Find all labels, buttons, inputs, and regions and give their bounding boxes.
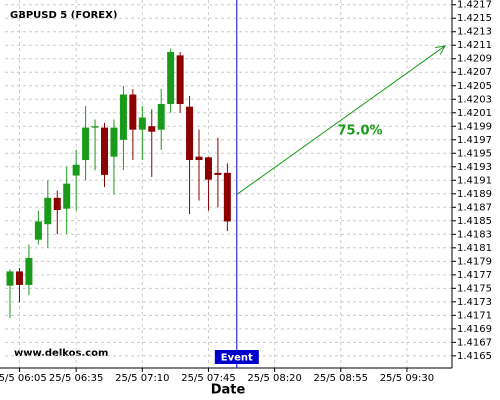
y-tick-label: 1.4189 bbox=[457, 189, 492, 200]
candle-body bbox=[119, 94, 127, 140]
candle-body bbox=[148, 126, 156, 132]
candle-body bbox=[63, 183, 71, 209]
candle-body bbox=[53, 197, 61, 210]
y-tick-label: 1.4195 bbox=[457, 148, 492, 159]
y-tick-label: 1.4211 bbox=[457, 40, 492, 51]
y-tick-label: 1.4165 bbox=[457, 351, 492, 362]
y-tick-label: 1.4207 bbox=[457, 67, 492, 78]
y-tick-label: 1.4197 bbox=[457, 135, 492, 146]
x-tick-label: 25/5 06:05 bbox=[0, 373, 47, 384]
y-tick-label: 1.4187 bbox=[457, 202, 492, 213]
y-tick-label: 1.4183 bbox=[457, 229, 492, 240]
event-box bbox=[214, 350, 259, 364]
event-label: Event bbox=[221, 353, 253, 364]
candle-body bbox=[176, 55, 184, 104]
y-tick-label: 1.4201 bbox=[457, 108, 492, 119]
y-tick-label: 1.4193 bbox=[457, 162, 492, 173]
y-tick-label: 1.4181 bbox=[457, 243, 492, 254]
y-tick-label: 1.4171 bbox=[457, 310, 492, 321]
y-tick-label: 1.4185 bbox=[457, 216, 492, 227]
y-tick-label: 1.4167 bbox=[457, 337, 492, 348]
candle-body bbox=[101, 127, 109, 175]
candle-body bbox=[44, 197, 52, 225]
forecast-label: 75.0% bbox=[337, 124, 382, 139]
forecast-arrow bbox=[236, 45, 446, 195]
candle-body bbox=[204, 157, 212, 180]
y-tick-label: 1.4203 bbox=[457, 94, 492, 105]
candle-body bbox=[15, 271, 23, 285]
candle-body bbox=[195, 156, 203, 161]
y-tick-label: 1.4205 bbox=[457, 81, 492, 92]
candle-body bbox=[167, 51, 175, 104]
candle-body bbox=[6, 271, 14, 286]
y-tick-label: 1.4217 bbox=[457, 0, 492, 11]
y-tick-label: 1.4173 bbox=[457, 297, 492, 308]
y-tick-label: 1.4213 bbox=[457, 27, 492, 38]
x-tick-label: 25/5 08:55 bbox=[314, 373, 368, 384]
x-axis-title: Date bbox=[211, 383, 246, 398]
arrow-head bbox=[435, 45, 446, 55]
candle-body bbox=[214, 172, 222, 175]
chart-title: GBPUSD 5 (FOREX) bbox=[10, 10, 117, 21]
y-tick-label: 1.4177 bbox=[457, 270, 492, 281]
x-tick-label: 25/5 08:20 bbox=[247, 373, 301, 384]
y-tick-label: 1.4169 bbox=[457, 324, 492, 335]
candle-body bbox=[25, 257, 33, 285]
y-tick-label: 1.4199 bbox=[457, 121, 492, 132]
x-tick-label: 25/5 09:30 bbox=[380, 373, 434, 384]
candle-body bbox=[138, 117, 146, 130]
candle-body bbox=[223, 172, 231, 222]
y-tick-label: 1.4179 bbox=[457, 256, 492, 267]
x-tick-label: 25/5 07:10 bbox=[115, 373, 169, 384]
y-tick-label: 1.4175 bbox=[457, 283, 492, 294]
candle-body bbox=[72, 164, 80, 176]
candle-body bbox=[129, 94, 137, 130]
x-tick-label: 25/5 07:45 bbox=[181, 373, 235, 384]
candle-body bbox=[82, 127, 90, 161]
y-tick-label: 1.4191 bbox=[457, 175, 492, 186]
watermark: www.delkos.com bbox=[14, 348, 108, 359]
candle-body bbox=[110, 127, 118, 157]
candle-body bbox=[157, 103, 165, 130]
y-tick-label: 1.4209 bbox=[457, 54, 492, 65]
x-tick-label: 25/5 06:35 bbox=[49, 373, 103, 384]
candle-body bbox=[34, 221, 42, 240]
candle-body bbox=[186, 106, 194, 161]
y-tick-label: 1.4215 bbox=[457, 13, 492, 24]
candle-body bbox=[91, 126, 99, 128]
